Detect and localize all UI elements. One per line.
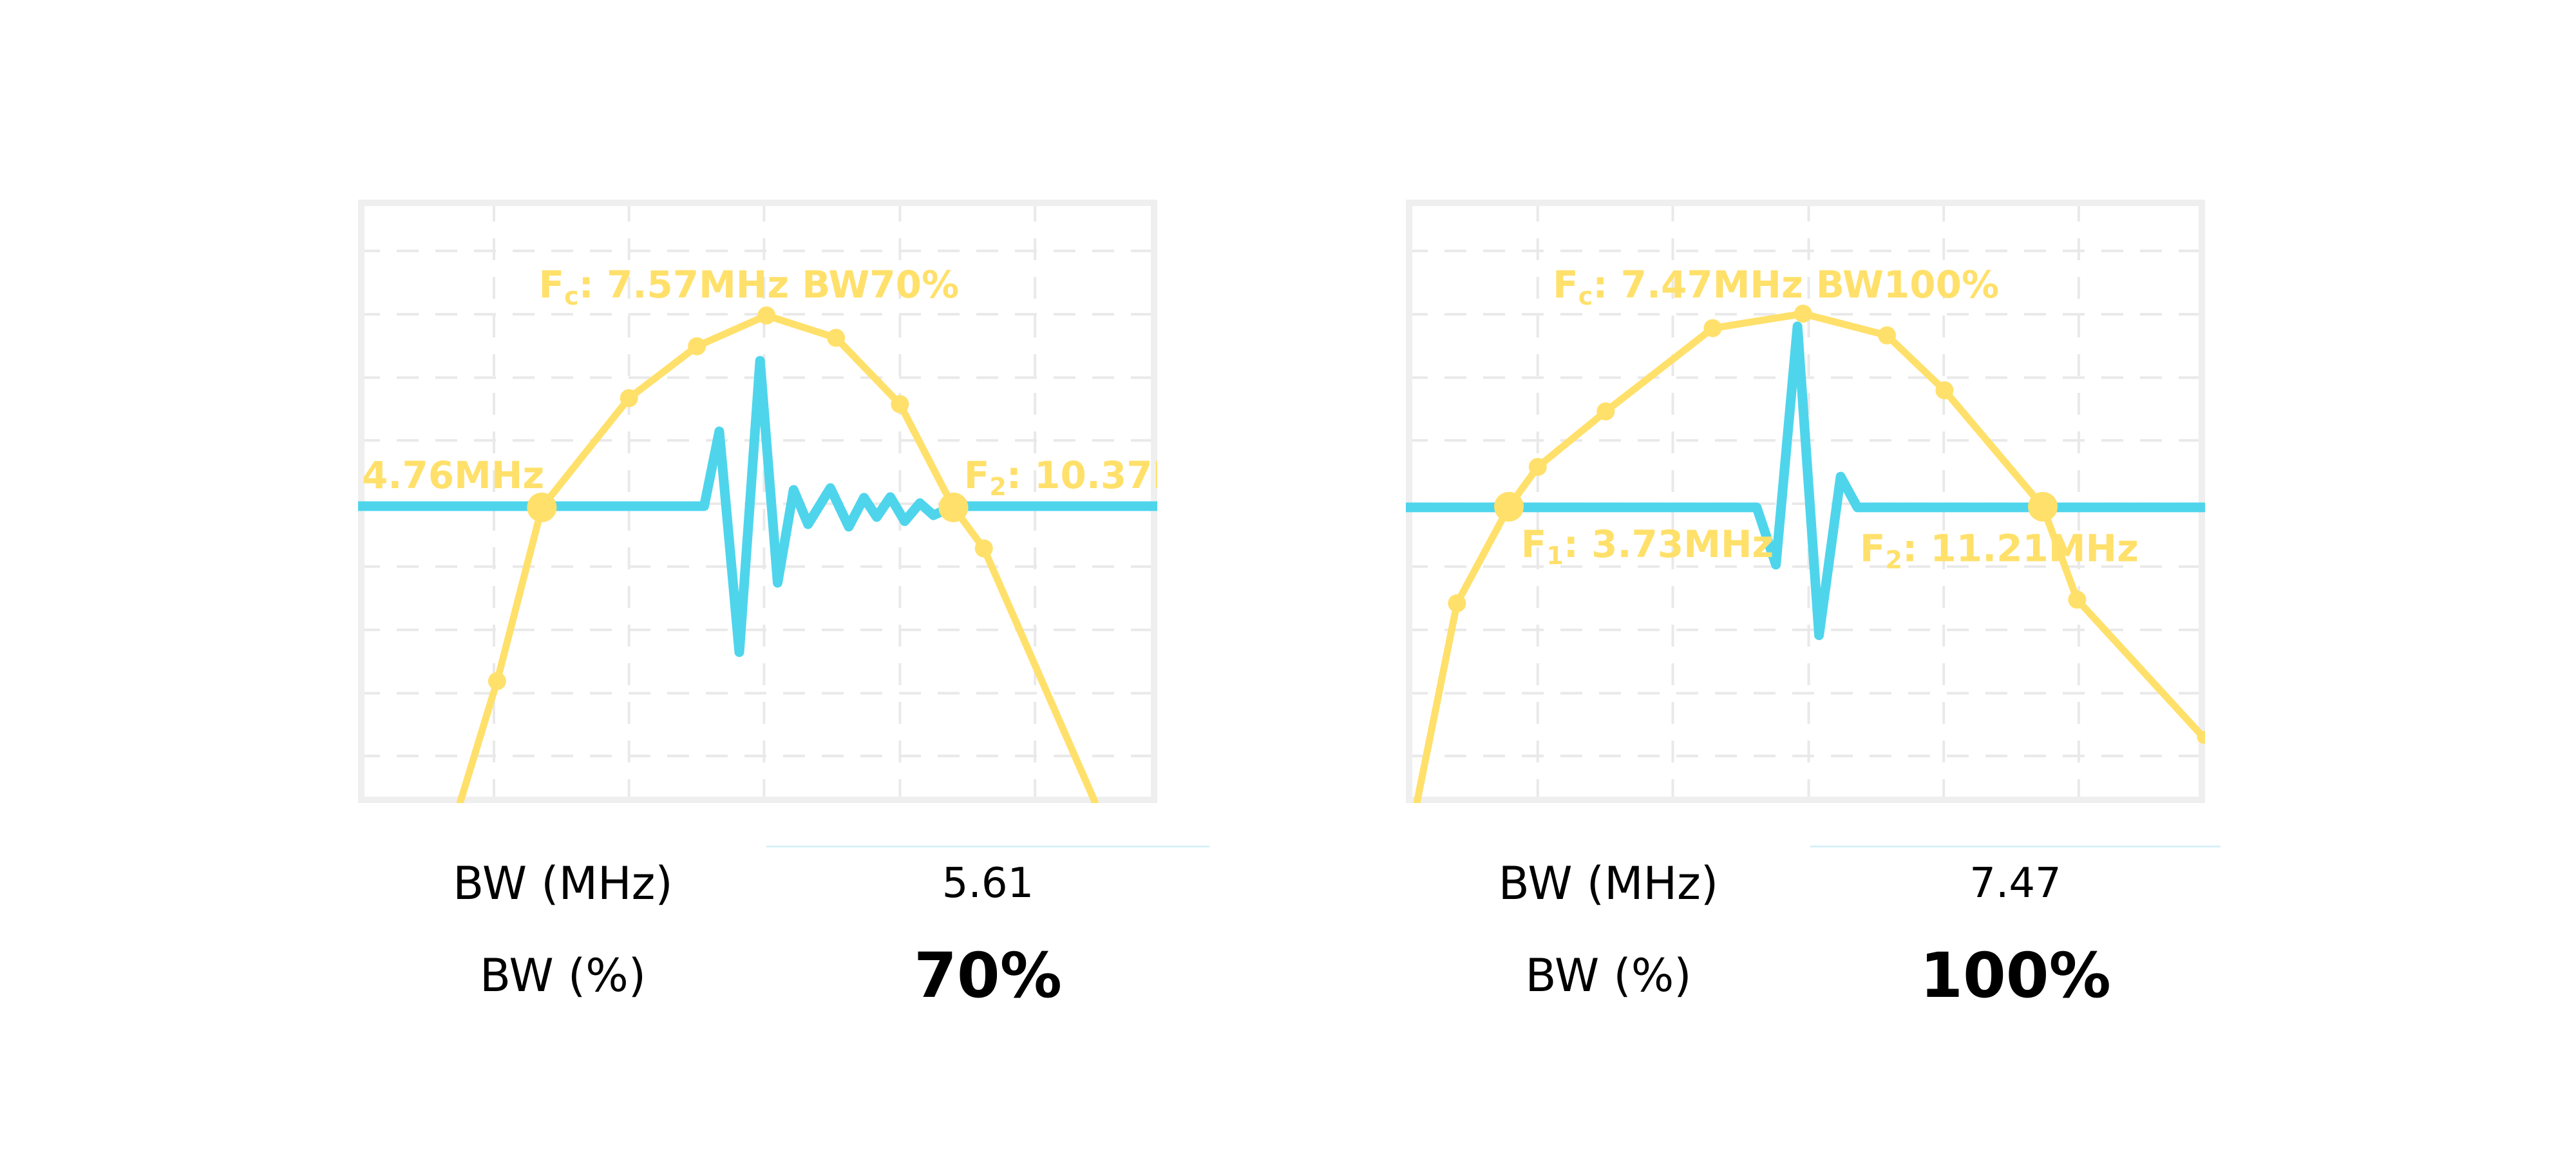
bandwidth-edge-marker	[1494, 491, 1524, 522]
table-row-divider	[359, 919, 1209, 923]
spectrum-marker	[688, 337, 706, 355]
f1-label: F1: 3.73MHz	[1521, 522, 1774, 570]
fc-label: Fc: 7.47MHz BW100%	[1553, 263, 1999, 310]
chart-svg: Fc: 7.57MHz BW70% F1: 4.76MHz F2: 10.37MHz	[358, 200, 1157, 803]
chart-svg: Fc: 7.47MHz BW100% F1: 3.73MHz F2: 11.21MH…	[1406, 200, 2205, 803]
spectrum-chart-100pct: Fc: 7.47MHz BW100% F1: 3.73MHz F2: 11.21MH…	[1406, 200, 2205, 803]
bandwidth-table-70pct: BW (MHz) 5.61 BW (%) 70%	[359, 846, 1209, 1030]
pulse-waveform-line	[358, 355, 1157, 657]
f2-label: F2: 11.21MHz	[1860, 527, 2139, 574]
bandwidth-edge-marker	[2028, 491, 2058, 522]
pulse-waveform-line	[1406, 321, 2205, 640]
spectrum-marker	[1596, 402, 1615, 421]
plot-border	[1406, 200, 2205, 803]
bw-mhz-label: BW (MHz)	[453, 856, 673, 910]
spectrum-marker	[1528, 458, 1547, 477]
bw-pct-value-cell: 70%	[766, 921, 1209, 1030]
spectrum-marker	[827, 328, 846, 347]
bw-pct-value: 100%	[1920, 940, 2111, 1012]
spectrum-marker	[1878, 326, 1897, 345]
spectrum-marker	[1703, 319, 1722, 337]
bandwidth-edge-marker	[527, 492, 557, 522]
spectrum-marker	[757, 306, 776, 325]
bandwidth-table-100pct: BW (MHz) 7.47 BW (%) 100%	[1406, 846, 2221, 1030]
table-top-rule	[766, 846, 1209, 847]
bw-mhz-value-cell: 7.47	[1810, 846, 2221, 921]
table-top-rule	[1810, 846, 2221, 847]
bw-pct-value: 70%	[914, 940, 1062, 1012]
table-row: BW (MHz) 7.47	[1406, 846, 2221, 921]
spectrum-marker	[488, 672, 506, 690]
spectrum-marker	[620, 389, 638, 408]
spectrum-line	[1413, 310, 2205, 803]
table-column-divider	[1810, 846, 1815, 1030]
bw-mhz-value: 5.61	[942, 859, 1034, 907]
bw-mhz-value-cell: 5.61	[766, 846, 1209, 921]
spectrum-marker	[1794, 305, 1812, 323]
bw-pct-label: BW (%)	[479, 949, 647, 1002]
f1-label: F1: 4.76MHz	[358, 453, 544, 501]
bw-pct-value-cell: 100%	[1810, 921, 2221, 1030]
spectrum-marker	[2197, 730, 2205, 744]
f2-label: F2: 10.37MHz	[964, 453, 1157, 501]
spectrum-marker	[974, 539, 993, 558]
spectrum-chart-70pct: Fc: 7.57MHz BW70% F1: 4.76MHz F2: 10.37MHz	[358, 200, 1157, 803]
spectrum-marker	[1448, 594, 1466, 612]
fc-label: Fc: 7.57MHz BW70%	[538, 263, 959, 310]
bw-pct-label: BW (%)	[1525, 949, 1692, 1002]
table-row: BW (%) 100%	[1406, 921, 2221, 1030]
bandwidth-edge-marker	[938, 492, 969, 522]
table-row: BW (%) 70%	[359, 921, 1209, 1030]
bw-mhz-label: BW (MHz)	[1498, 856, 1719, 910]
spectrum-marker	[1935, 381, 1954, 400]
table-column-divider	[766, 846, 771, 1030]
bw-mhz-value: 7.47	[1969, 859, 2061, 907]
spectrum-marker	[2068, 591, 2087, 609]
table-row: BW (MHz) 5.61	[359, 846, 1209, 921]
spectrum-marker	[891, 395, 909, 413]
